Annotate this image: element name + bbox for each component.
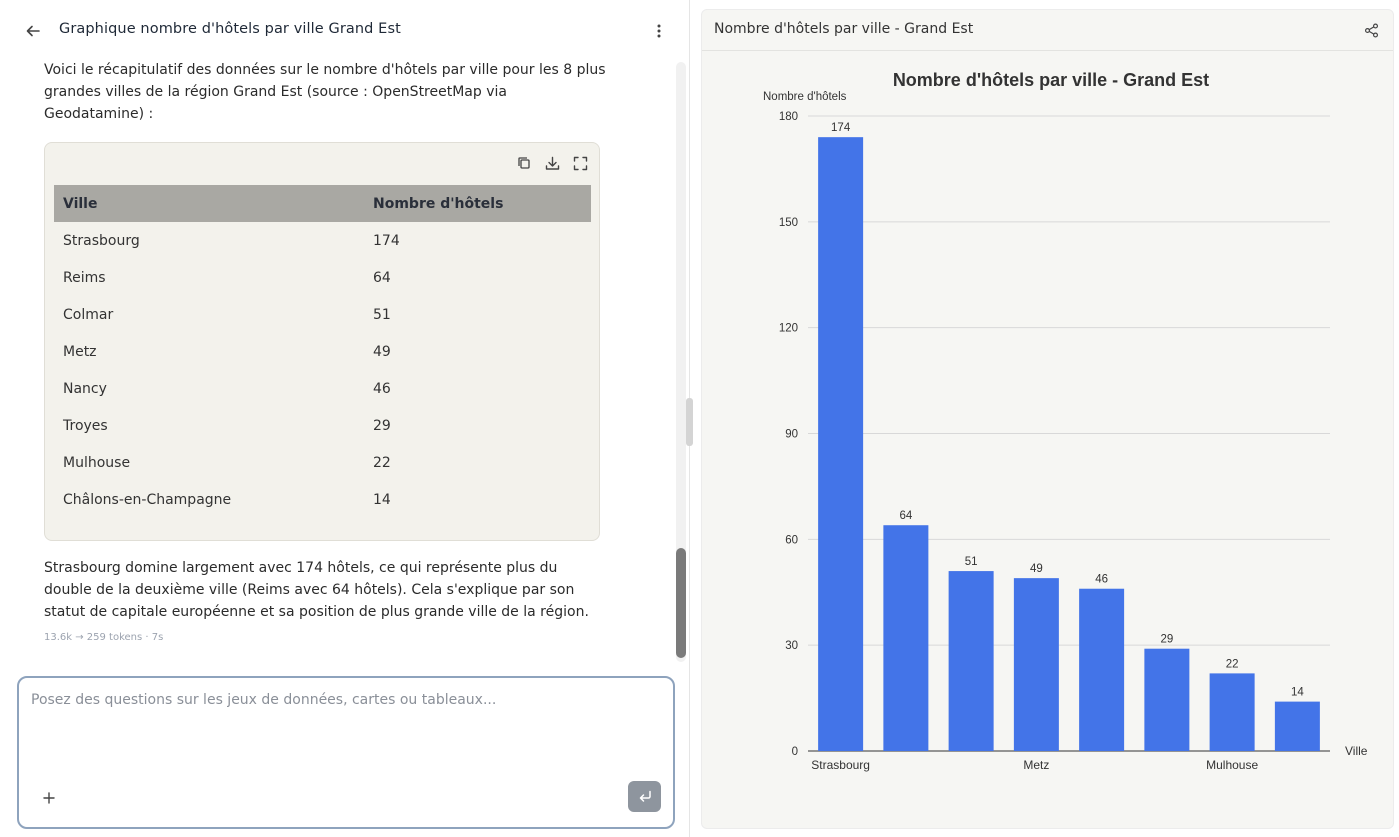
bar-data-label: 29 xyxy=(1160,634,1173,646)
table-row: Colmar 51 xyxy=(54,296,591,333)
share-button[interactable] xyxy=(1361,20,1381,40)
cell-hotel-count: 14 xyxy=(373,491,391,508)
bar xyxy=(1209,673,1255,751)
more-options-button[interactable] xyxy=(648,20,670,42)
share-icon xyxy=(1364,23,1378,38)
table-row: Strasbourg 174 xyxy=(54,222,591,259)
download-table-button[interactable] xyxy=(543,154,561,172)
assistant-intro-text: Voici le récapitulatif des données sur l… xyxy=(44,62,606,122)
cell-ville: Strasbourg xyxy=(63,232,140,249)
conversation-pane: Graphique nombre d'hôtels par ville Gran… xyxy=(0,0,690,837)
table-row: Nancy 46 xyxy=(54,370,591,407)
cell-hotel-count: 174 xyxy=(373,232,400,249)
send-button[interactable] xyxy=(628,781,661,812)
table-row: Troyes 29 xyxy=(54,407,591,444)
scrollbar-thumb[interactable] xyxy=(676,548,686,658)
cell-ville: Metz xyxy=(63,343,97,360)
cell-hotel-count: 46 xyxy=(373,380,391,397)
attach-button[interactable] xyxy=(39,788,59,808)
x-tick-label: Metz xyxy=(1023,758,1049,772)
bar-chart: Nombre d'hôtels par ville - Grand Est Nom… xyxy=(702,52,1393,828)
cell-hotel-count: 49 xyxy=(373,343,391,360)
resize-handle[interactable] xyxy=(686,398,693,446)
x-tick-label: Mulhouse xyxy=(1206,758,1258,772)
chart-title: Nombre d'hôtels par ville - Grand Est xyxy=(893,70,1209,90)
bar-data-label: 49 xyxy=(1030,563,1043,575)
chart-panel-header: Nombre d'hôtels par ville - Grand Est xyxy=(702,10,1393,51)
cell-ville: Reims xyxy=(63,269,106,286)
copy-icon xyxy=(518,157,530,169)
y-axis-label: Nombre d'hôtels xyxy=(763,91,847,103)
scrollbar-track[interactable] xyxy=(676,62,686,662)
bar-chart-svg: Nombre d'hôtels par ville - Grand Est Nom… xyxy=(763,70,1368,772)
y-tick-label: 120 xyxy=(779,323,798,335)
chart-panel: Nombre d'hôtels par ville - Grand Est No… xyxy=(701,9,1394,829)
hotels-table: Ville Nombre d'hôtels Strasbourg 174 Reims… xyxy=(54,185,591,518)
plus-icon xyxy=(43,792,55,804)
token-usage-info: 13.6k → 259 tokens · 7s xyxy=(44,632,164,643)
table-header-row: Ville Nombre d'hôtels xyxy=(54,185,591,222)
conversation-title: Graphique nombre d'hôtels par ville Gran… xyxy=(59,21,401,37)
enter-icon xyxy=(639,790,651,802)
cell-hotel-count: 29 xyxy=(373,417,391,434)
cell-hotel-count: 51 xyxy=(373,306,391,323)
bar xyxy=(818,137,864,752)
bar xyxy=(1144,648,1190,751)
conversation-header: Graphique nombre d'hôtels par ville Gran… xyxy=(0,0,690,62)
bar-data-label: 46 xyxy=(1095,574,1108,586)
table-row: Metz 49 xyxy=(54,333,591,370)
bar xyxy=(1079,588,1125,751)
bar xyxy=(883,525,929,751)
download-icon xyxy=(545,156,559,170)
cell-ville: Colmar xyxy=(63,306,114,323)
bar-data-label: 64 xyxy=(899,510,912,522)
fullscreen-table-button[interactable] xyxy=(571,154,589,172)
cell-ville: Troyes xyxy=(63,417,108,434)
bar-data-label: 51 xyxy=(965,556,978,568)
bar xyxy=(1274,701,1320,751)
y-tick-label: 90 xyxy=(785,429,798,441)
bar xyxy=(1013,578,1059,751)
y-tick-label: 60 xyxy=(785,534,798,546)
arrow-left-icon xyxy=(26,25,40,37)
table-row: Mulhouse 22 xyxy=(54,444,591,481)
cell-ville: Nancy xyxy=(63,380,107,397)
chat-input[interactable] xyxy=(31,692,651,752)
chat-composer xyxy=(17,676,675,829)
column-header-ville[interactable]: Ville xyxy=(54,185,364,222)
kebab-menu-icon xyxy=(657,24,661,38)
cell-ville: Mulhouse xyxy=(63,454,131,471)
copy-table-button[interactable] xyxy=(515,154,533,172)
table-row: Châlons-en-Champagne 14 xyxy=(54,481,591,518)
bar-data-label: 174 xyxy=(831,122,851,134)
bar xyxy=(948,571,994,751)
x-axis-label: Ville xyxy=(1345,744,1368,758)
chart-panel-title: Nombre d'hôtels par ville - Grand Est xyxy=(714,21,974,37)
table-toolbar xyxy=(515,154,589,172)
cell-hotel-count: 22 xyxy=(373,454,391,471)
data-table-card: Ville Nombre d'hôtels Strasbourg 174 Reims… xyxy=(44,142,600,541)
cell-hotel-count: 64 xyxy=(373,269,391,286)
x-tick-label: Strasbourg xyxy=(811,758,870,772)
y-tick-label: 150 xyxy=(779,217,798,229)
bar-data-label: 14 xyxy=(1291,687,1304,699)
table-row: Reims 64 xyxy=(54,259,591,296)
y-tick-label: 30 xyxy=(785,640,798,652)
cell-ville: Châlons-en-Champagne xyxy=(63,491,232,508)
y-tick-label: 180 xyxy=(779,111,798,123)
bar-data-label: 22 xyxy=(1226,658,1239,670)
column-header-hotels[interactable]: Nombre d'hôtels xyxy=(364,185,591,222)
fullscreen-icon xyxy=(573,156,587,170)
y-tick-label: 0 xyxy=(792,746,798,758)
back-button[interactable] xyxy=(22,20,44,42)
assistant-conclusion-text: Strasbourg domine largement avec 174 hôt… xyxy=(44,560,589,620)
